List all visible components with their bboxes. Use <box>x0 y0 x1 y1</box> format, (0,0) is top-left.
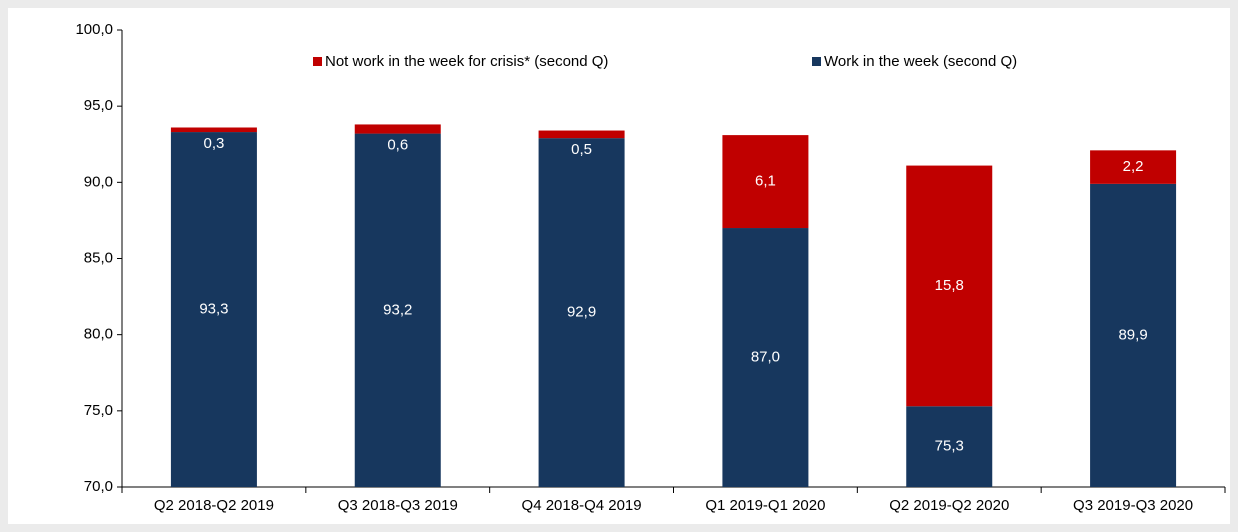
bar-segment <box>1090 183 1177 487</box>
x-tick-label: Q3 2019-Q3 2020 <box>1073 497 1193 514</box>
data-label: 0,3 <box>203 135 224 152</box>
y-tick-label: 80,0 <box>84 326 113 343</box>
bar-segment <box>354 124 441 134</box>
y-tick-label: 95,0 <box>84 97 113 114</box>
bar-segment <box>722 228 809 488</box>
data-label: 93,2 <box>383 301 412 318</box>
bar-segment <box>538 130 625 139</box>
x-tick-label: Q2 2019-Q2 2020 <box>889 497 1009 514</box>
y-tick-label: 100,0 <box>75 21 113 38</box>
bar-segment <box>722 135 809 229</box>
x-tick-label: Q1 2019-Q1 2020 <box>705 497 825 514</box>
data-label: 93,3 <box>199 301 228 318</box>
x-tick-label: Q3 2018-Q3 2019 <box>338 497 458 514</box>
data-label: 92,9 <box>567 304 596 321</box>
data-label: 2,2 <box>1123 158 1144 175</box>
data-label: 75,3 <box>935 438 964 455</box>
chart-frame: 70,0 75,0 80,0 85,0 90,0 95,0 100,0 Q2 2018-Q2 … <box>8 8 1230 524</box>
legend-swatch <box>812 57 821 66</box>
legend-label: Not work in the week for crisis* (second… <box>325 53 608 70</box>
bar-segment <box>170 132 257 487</box>
chart: 70,0 75,0 80,0 85,0 90,0 95,0 100,0 Q2 2018-Q2 … <box>75 21 1226 514</box>
y-tick-label: 75,0 <box>84 402 113 419</box>
data-label: 15,8 <box>935 277 964 294</box>
bar-segment <box>170 127 257 133</box>
bar-segment <box>1090 150 1177 184</box>
bar-segment <box>906 406 993 487</box>
legend-label: Work in the week (second Q) <box>824 53 1017 70</box>
data-label: 0,6 <box>387 137 408 154</box>
y-tick-label: 90,0 <box>84 173 113 190</box>
legend-swatch <box>313 57 322 66</box>
x-tick-label: Q2 2018-Q2 2019 <box>154 497 274 514</box>
x-tick-label: Q4 2018-Q4 2019 <box>522 497 642 514</box>
y-tick-label: 70,0 <box>84 478 113 495</box>
data-label: 89,9 <box>1118 326 1147 343</box>
y-tick-label: 85,0 <box>84 249 113 266</box>
data-label: 0,5 <box>571 141 592 158</box>
bar-segment <box>538 138 625 487</box>
data-label: 87,0 <box>751 348 780 365</box>
data-label: 6,1 <box>755 173 776 190</box>
bar-segment <box>906 165 993 407</box>
bar-segment <box>354 133 441 487</box>
